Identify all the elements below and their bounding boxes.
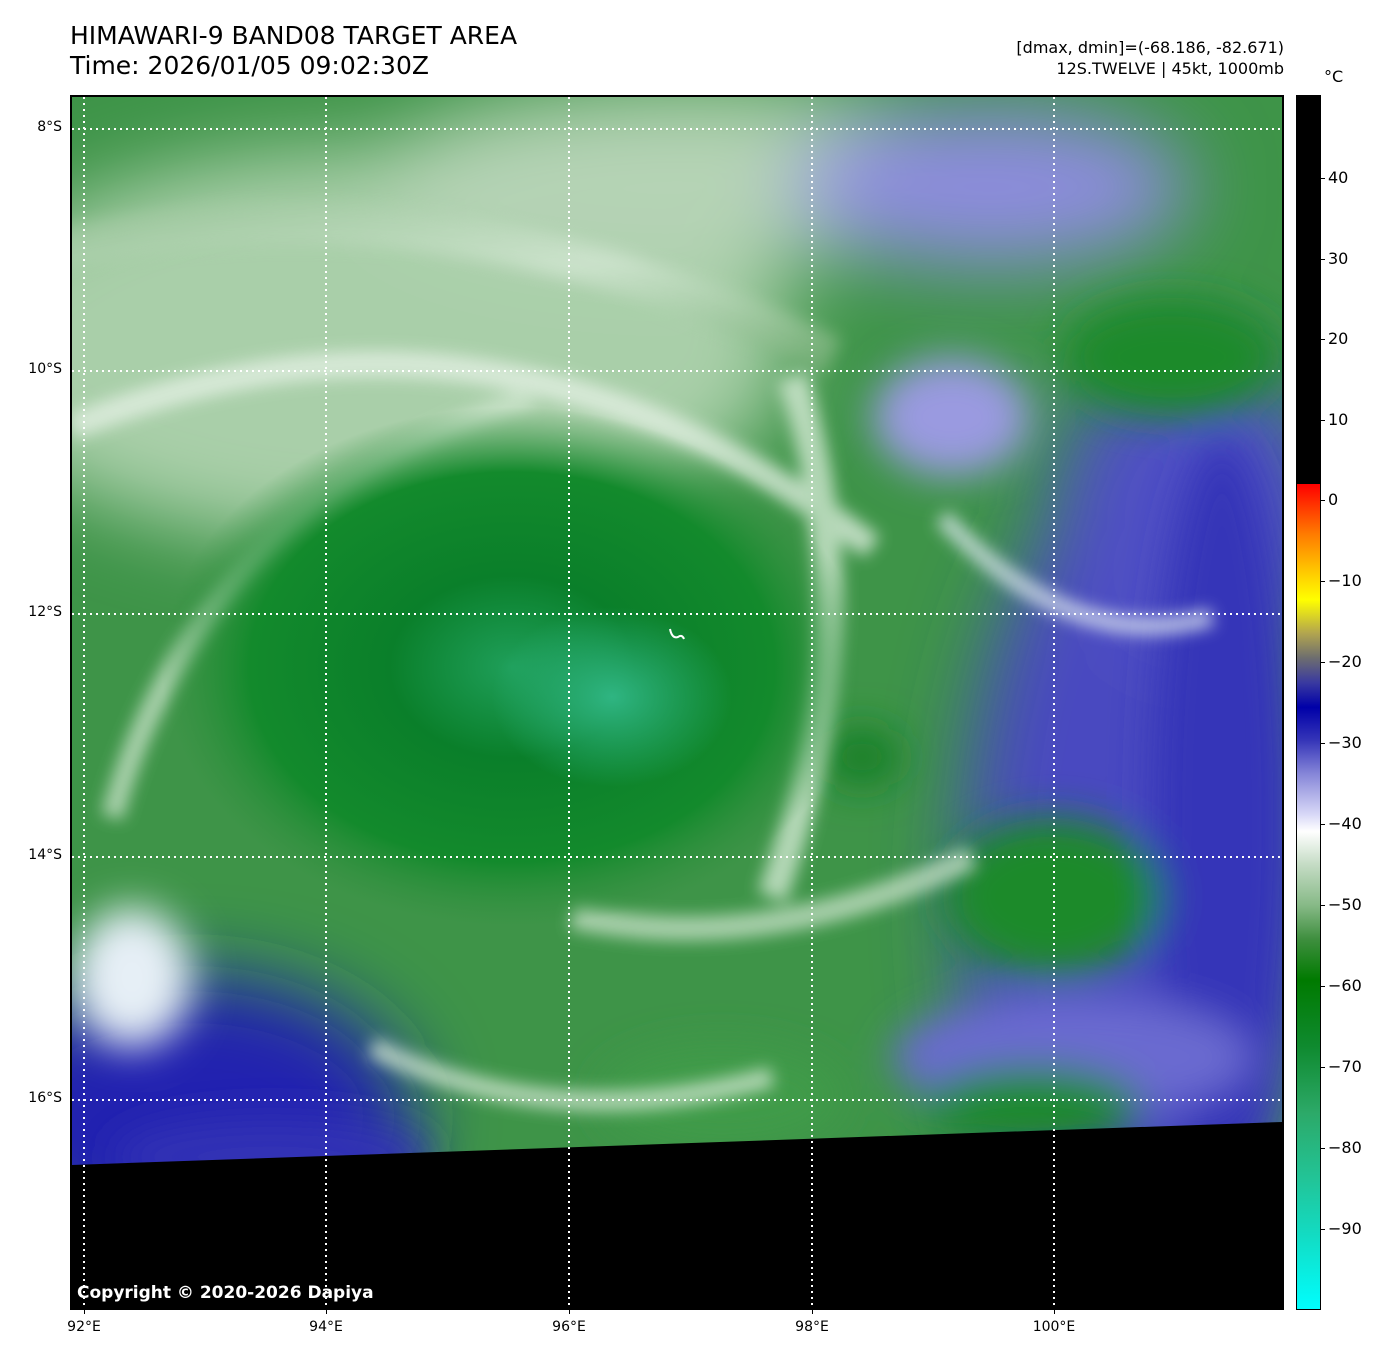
colorbar-unit: °C xyxy=(1324,67,1344,86)
colorbar-tick-minus60: −60 xyxy=(1328,976,1362,995)
colorbar-tick-minus90: −90 xyxy=(1328,1219,1362,1238)
colorbar-tick-minus20: −20 xyxy=(1328,652,1362,671)
lat-label-16s: 16°S xyxy=(28,1090,62,1106)
colorbar-tick-20: 20 xyxy=(1328,329,1349,348)
colorbar-tick-minus80: −80 xyxy=(1328,1138,1362,1157)
colorbar-warm-segment xyxy=(1297,96,1320,484)
lon-label-92e: 92°E xyxy=(67,1319,101,1335)
colorbar-tick-minus10: −10 xyxy=(1328,571,1362,590)
colorbar-tick-10: 10 xyxy=(1328,410,1349,429)
copyright-label: Copyright © 2020-2026 Dapiya xyxy=(77,1283,374,1303)
lat-label-14s: 14°S xyxy=(28,847,62,863)
colorbar-tick-minus30: −30 xyxy=(1328,733,1362,752)
colorbar-tick-0: 0 xyxy=(1328,490,1339,509)
colorbar-tick-40: 40 xyxy=(1328,168,1349,187)
colorbar-tick-minus50: −50 xyxy=(1328,895,1362,914)
lon-label-100e: 100°E xyxy=(1032,1319,1076,1335)
lat-label-10s: 10°S xyxy=(28,361,62,377)
colorbar xyxy=(1296,95,1321,1310)
data-range-label: [dmax, dmin]=(-68.186, -82.671) xyxy=(1016,38,1284,57)
colorbar-gradient xyxy=(1297,484,1320,1309)
satellite-map: Copyright © 2020-2026 Dapiya xyxy=(70,95,1284,1310)
colorbar-tick-minus70: −70 xyxy=(1328,1057,1362,1076)
lat-label-8s: 8°S xyxy=(37,119,62,135)
colorbar-tick-minus40: −40 xyxy=(1328,814,1362,833)
colorbar-tick-30: 30 xyxy=(1328,249,1349,268)
lon-label-94e: 94°E xyxy=(309,1319,343,1335)
figure-title: HIMAWARI-9 BAND08 TARGET AREA xyxy=(70,21,518,50)
lon-label-96e: 96°E xyxy=(552,1319,586,1335)
storm-info-label: 12S.TWELVE | 45kt, 1000mb xyxy=(1056,59,1284,78)
lat-label-12s: 12°S xyxy=(28,604,62,620)
satellite-imagery xyxy=(72,97,1282,1308)
lon-label-98e: 98°E xyxy=(795,1319,829,1335)
graticule xyxy=(72,97,1282,1308)
figure-timestamp: Time: 2026/01/05 09:02:30Z xyxy=(70,51,429,80)
